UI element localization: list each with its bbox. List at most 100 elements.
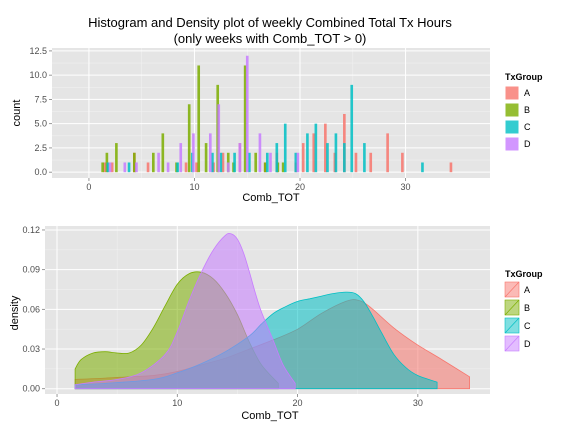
hist-bar-d (179, 143, 183, 173)
hist-bar-b (281, 162, 285, 173)
hist-bar-a (386, 133, 389, 173)
density-x-tick-label: 30 (413, 398, 423, 408)
density-y-tick-label: 0.09 (22, 265, 40, 275)
hist-bar-c (294, 152, 298, 173)
density-y-tick-labels: 0.00 0.03 0.06 0.09 0.12 (22, 225, 45, 394)
hist-bar-c (326, 143, 329, 173)
hist-legend-label-b: B (524, 105, 530, 115)
hist-bar-c (421, 162, 424, 173)
hist-bar-d (123, 162, 127, 173)
hist-legend-item-d: D (504, 136, 531, 152)
density-legend-title: TxGroup (505, 269, 543, 279)
density-legend-label-a: A (524, 285, 530, 295)
hist-bar-a (354, 152, 358, 173)
density-legend-key-c-slash (504, 317, 520, 334)
hist-bar-a (369, 152, 373, 173)
hist-bar-b (161, 133, 165, 173)
hist-bar-b (115, 143, 118, 173)
density-x-tick-label: 10 (172, 398, 182, 408)
hist-bar-d (192, 133, 195, 173)
hist-bar-d (296, 152, 300, 173)
density-x-axis-title: Comb_TOT (241, 410, 299, 422)
hist-bar-b (263, 162, 267, 173)
density-legend-key-b-slash (504, 299, 520, 316)
hist-y-tick-labels: 0.0 2.5 5.0 7.5 10.0 12.5 (29, 46, 52, 177)
density-x-tick-labels: 0 10 20 30 (55, 394, 423, 408)
density-x-tick-label: 0 (55, 398, 60, 408)
hist-bar-d (135, 162, 138, 173)
hist-bar-c (106, 162, 110, 173)
hist-bar-b (197, 65, 201, 173)
hist-x-tick-label: 30 (401, 182, 411, 192)
hist-gridlines (52, 48, 490, 178)
chart-subtitle: (only weeks with Comb_TOT > 0) (174, 31, 367, 46)
hist-bar-d (208, 133, 212, 173)
density-x-tick-label: 20 (293, 398, 303, 408)
density-legend-item-a: A (504, 281, 530, 298)
hist-x-tick-label: 0 (86, 182, 91, 192)
hist-bar-c (219, 152, 223, 173)
hist-bar-d (226, 162, 230, 173)
hist-x-tick-label: 20 (295, 182, 305, 192)
hist-bar-a (195, 162, 198, 173)
hist-bar-c (306, 133, 309, 173)
hist-legend-item-b: B (504, 102, 530, 118)
hist-bar-a (110, 162, 114, 173)
hist-bar-d (217, 104, 221, 173)
hist-legend-key-a (504, 85, 520, 101)
density-legend-item-d: D (504, 335, 531, 352)
hist-legend-key-c (504, 119, 520, 135)
hist-bar-a (103, 162, 107, 173)
hist-bar-b (254, 152, 258, 173)
hist-y-tick-label: 10.0 (29, 70, 47, 80)
hist-bar-c (363, 143, 366, 173)
hist-bar-c (283, 123, 287, 173)
density-y-tick-label: 0.06 (22, 304, 40, 314)
hist-bar-c (334, 133, 338, 173)
hist-bar-d (166, 162, 170, 173)
hist-bar-d (108, 162, 112, 173)
hist-bar-d (245, 55, 249, 173)
hist-x-axis-title: Comb_TOT (242, 192, 300, 204)
hist-bar-a (146, 162, 150, 173)
hist-bar-c (127, 162, 131, 173)
chart-title: Histogram and Density plot of weekly Com… (88, 15, 452, 30)
density-y-axis-title: density (9, 295, 21, 330)
hist-bar-a (221, 152, 225, 173)
hist-legend-key-b (504, 102, 520, 118)
hist-bar-d (269, 152, 272, 173)
hist-legend-title: TxGroup (505, 72, 543, 82)
hist-legend-label-d: D (524, 139, 531, 149)
hist-bar-b (187, 104, 191, 173)
hist-bar-c (211, 152, 214, 173)
hist-bar-a (449, 162, 453, 173)
hist-bar-d (238, 143, 242, 173)
hist-bar-c (265, 152, 269, 173)
density-y-tick-label: 0.12 (22, 225, 40, 235)
hist-x-tick-labels: 0 10 20 30 (86, 178, 411, 192)
density-legend-item-c: C (504, 317, 531, 334)
hist-bar-c (233, 152, 236, 173)
hist-y-tick-label: 12.5 (29, 46, 47, 56)
density-areas (74, 232, 470, 390)
density-legend-key-a-slash (504, 281, 520, 298)
density-area-d (74, 232, 296, 390)
hist-bar-b (101, 162, 104, 173)
hist-bar-b (152, 152, 155, 173)
hist-bars (101, 55, 453, 173)
hist-bar-a (184, 162, 188, 173)
density-y-tick-label: 0.03 (22, 344, 40, 354)
hist-bar-a (312, 133, 316, 173)
hist-y-tick-label: 7.5 (34, 94, 47, 104)
hist-legend-label-a: A (524, 88, 530, 98)
density-legend-label-d: D (524, 339, 531, 349)
hist-bar-a (324, 123, 327, 173)
hist-bar-c (248, 152, 251, 173)
density-legend-label-c: C (524, 321, 531, 331)
hist-bar-b (133, 152, 136, 173)
hist-bar-c (314, 123, 318, 173)
hist-x-tick-label: 10 (189, 182, 199, 192)
density-y-tick-label: 0.00 (22, 384, 40, 394)
